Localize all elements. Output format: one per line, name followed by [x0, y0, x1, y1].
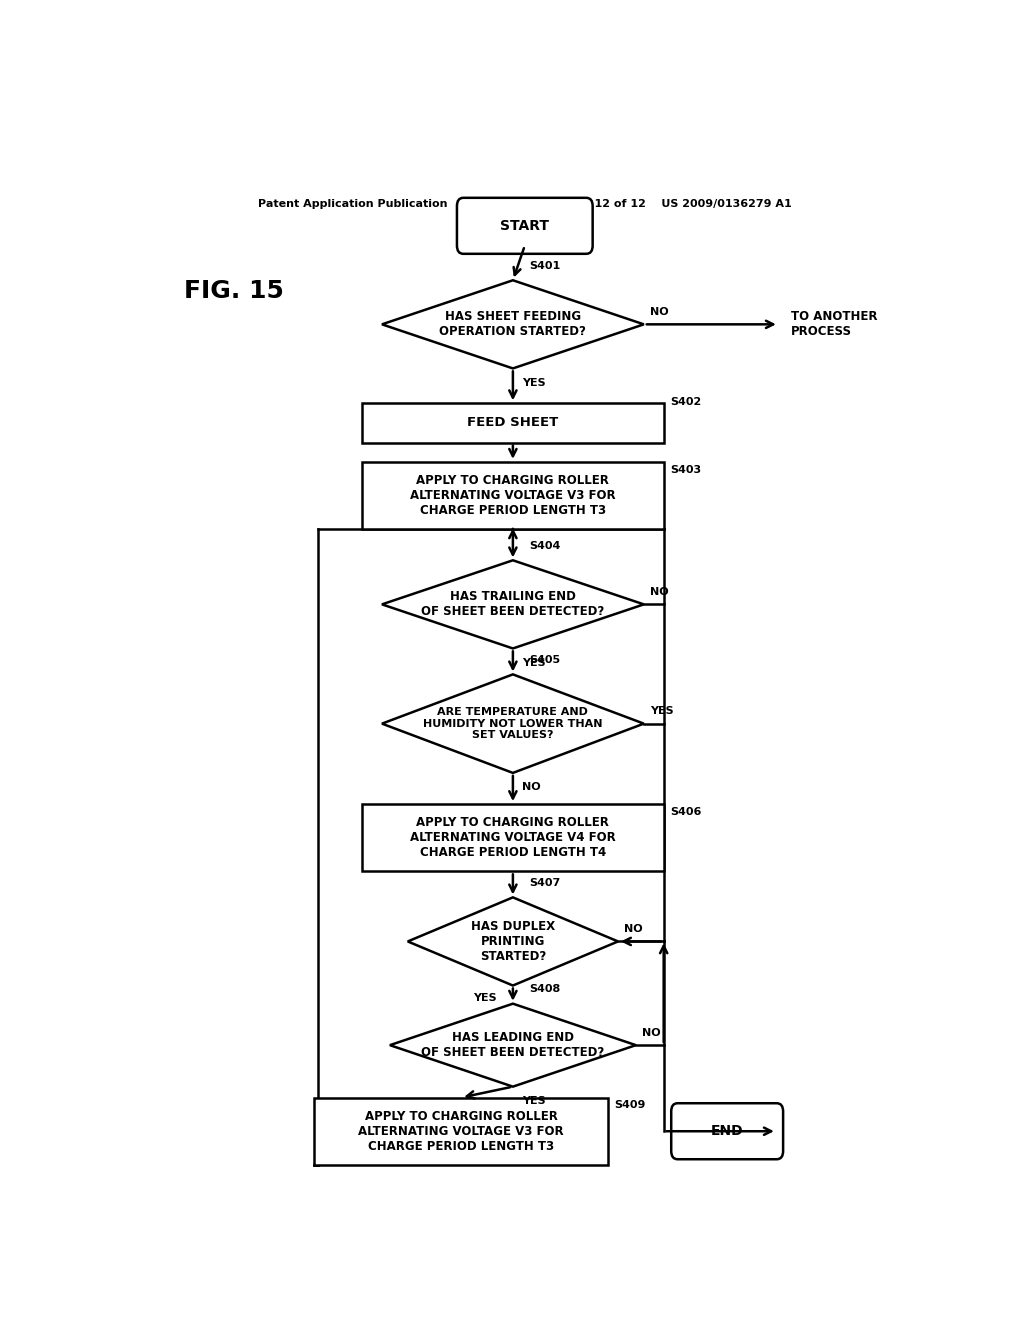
- Text: NO: NO: [625, 924, 643, 935]
- Text: TO ANOTHER
PROCESS: TO ANOTHER PROCESS: [791, 310, 878, 338]
- Text: NO: NO: [650, 306, 669, 317]
- Text: S406: S406: [670, 807, 701, 817]
- Polygon shape: [408, 898, 618, 986]
- Text: HAS LEADING END
OF SHEET BEEN DETECTED?: HAS LEADING END OF SHEET BEEN DETECTED?: [421, 1031, 604, 1059]
- Text: S403: S403: [670, 465, 701, 475]
- Bar: [362, 403, 664, 442]
- Text: NO: NO: [522, 783, 541, 792]
- Text: YES: YES: [522, 1096, 546, 1106]
- Text: APPLY TO CHARGING ROLLER
ALTERNATING VOLTAGE V3 FOR
CHARGE PERIOD LENGTH T3: APPLY TO CHARGING ROLLER ALTERNATING VOL…: [358, 1110, 564, 1152]
- Text: HAS DUPLEX
PRINTING
STARTED?: HAS DUPLEX PRINTING STARTED?: [471, 920, 555, 964]
- Text: FEED SHEET: FEED SHEET: [467, 416, 558, 429]
- Text: S408: S408: [528, 985, 560, 994]
- FancyBboxPatch shape: [457, 198, 593, 253]
- Text: S407: S407: [528, 878, 560, 888]
- Polygon shape: [390, 1003, 636, 1086]
- Bar: [314, 1097, 608, 1166]
- Polygon shape: [382, 560, 644, 648]
- Text: Patent Application Publication    May 28, 2009  Sheet 12 of 12    US 2009/013627: Patent Application Publication May 28, 2…: [258, 199, 792, 209]
- Text: APPLY TO CHARGING ROLLER
ALTERNATING VOLTAGE V3 FOR
CHARGE PERIOD LENGTH T3: APPLY TO CHARGING ROLLER ALTERNATING VOL…: [410, 474, 615, 517]
- Polygon shape: [382, 280, 644, 368]
- Text: S401: S401: [528, 261, 560, 271]
- Text: S409: S409: [614, 1101, 646, 1110]
- Text: END: END: [711, 1125, 743, 1138]
- Text: S402: S402: [670, 397, 701, 407]
- Bar: [362, 462, 664, 529]
- Text: NO: NO: [650, 587, 669, 597]
- Text: HAS TRAILING END
OF SHEET BEEN DETECTED?: HAS TRAILING END OF SHEET BEEN DETECTED?: [421, 590, 604, 618]
- Text: YES: YES: [650, 706, 674, 717]
- Text: S405: S405: [528, 655, 560, 665]
- Text: NO: NO: [642, 1028, 660, 1038]
- Text: HAS SHEET FEEDING
OPERATION STARTED?: HAS SHEET FEEDING OPERATION STARTED?: [439, 310, 587, 338]
- Text: YES: YES: [522, 657, 546, 668]
- Text: ARE TEMPERATURE AND
HUMIDITY NOT LOWER THAN
SET VALUES?: ARE TEMPERATURE AND HUMIDITY NOT LOWER T…: [423, 708, 603, 741]
- Text: FIG. 15: FIG. 15: [183, 279, 284, 302]
- Bar: [362, 804, 664, 871]
- FancyBboxPatch shape: [671, 1104, 783, 1159]
- Text: S404: S404: [528, 541, 560, 550]
- Text: YES: YES: [473, 993, 497, 1003]
- Polygon shape: [382, 675, 644, 774]
- Text: APPLY TO CHARGING ROLLER
ALTERNATING VOLTAGE V4 FOR
CHARGE PERIOD LENGTH T4: APPLY TO CHARGING ROLLER ALTERNATING VOL…: [410, 816, 615, 859]
- Text: START: START: [501, 219, 549, 232]
- Text: YES: YES: [522, 378, 546, 388]
